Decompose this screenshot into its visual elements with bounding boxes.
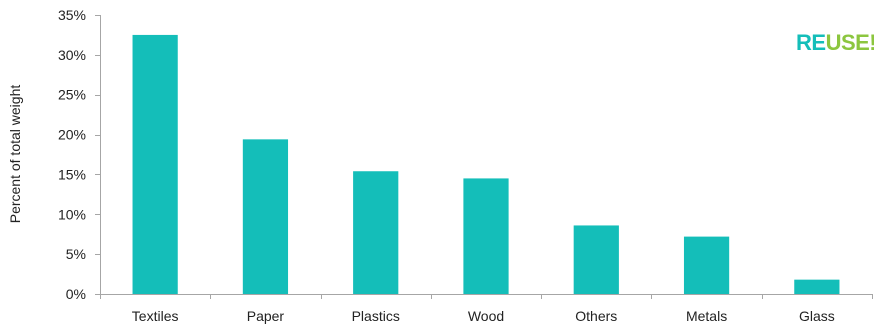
bar-paper bbox=[242, 139, 289, 294]
x-axis-tick-labels: Textiles Paper Plastics Wood Others Metals Gla… bbox=[132, 308, 835, 324]
bar-glass bbox=[794, 279, 840, 294]
y-tick-label: 10% bbox=[58, 206, 86, 222]
x-axis bbox=[95, 15, 873, 299]
y-tick-label: 0% bbox=[66, 286, 86, 302]
y-tick-label: 30% bbox=[58, 47, 86, 63]
bar-others bbox=[573, 225, 619, 294]
bar-textiles bbox=[132, 34, 178, 295]
y-tick-label: 35% bbox=[58, 7, 86, 23]
x-tick-label: Textiles bbox=[132, 308, 179, 324]
x-tick-label: Paper bbox=[247, 308, 285, 324]
x-tick-label: Glass bbox=[799, 308, 835, 324]
y-tick-label: 25% bbox=[58, 87, 86, 103]
x-tick-label: Plastics bbox=[352, 308, 400, 324]
bars bbox=[132, 34, 840, 295]
reuse-logo: REUSE! org bbox=[796, 30, 874, 56]
logo-text: REUSE! bbox=[796, 30, 874, 55]
x-tick-label: Metals bbox=[686, 308, 727, 324]
bar-plastics bbox=[353, 171, 399, 294]
y-tick-label: 5% bbox=[66, 246, 86, 262]
y-tick-label: 15% bbox=[58, 166, 86, 182]
x-tick-label: Wood bbox=[468, 308, 504, 324]
bar-metals bbox=[683, 236, 730, 294]
y-tick-label: 20% bbox=[58, 127, 86, 143]
x-tick-label: Others bbox=[575, 308, 617, 324]
bar-wood bbox=[463, 178, 509, 294]
y-axis-title: Percent of total weight bbox=[7, 85, 23, 224]
y-axis-tick-labels: 0% 5% 10% 15% 20% 25% 30% 35% bbox=[58, 7, 86, 302]
